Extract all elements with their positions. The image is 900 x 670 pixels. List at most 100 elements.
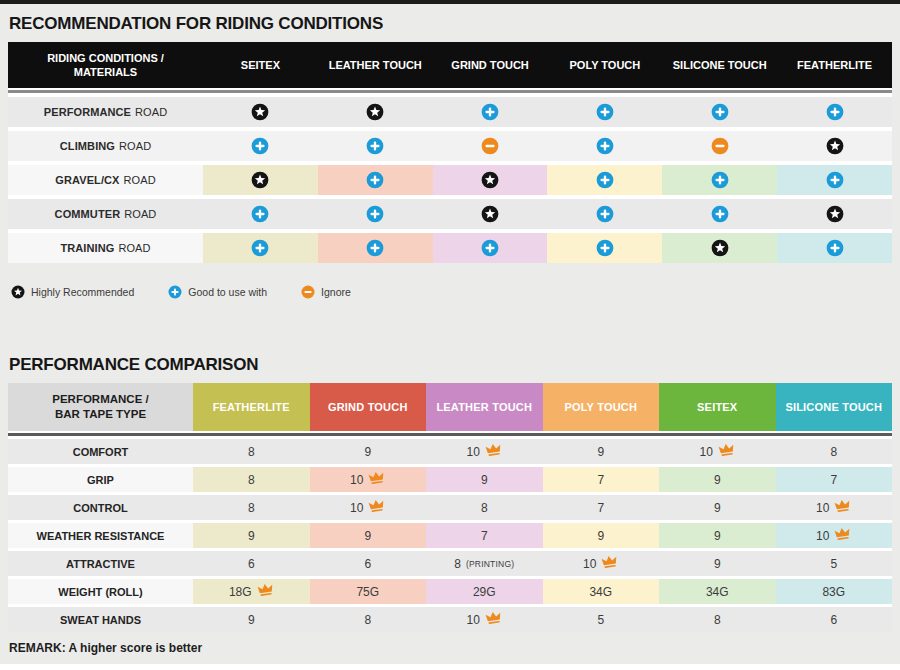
- table-cell: [318, 233, 433, 263]
- performance-table-title: PERFORMANCE COMPARISON: [8, 345, 892, 383]
- cell-value: 9: [597, 529, 604, 543]
- cell-value: 9: [481, 473, 488, 487]
- remark-text: REMARK: A higher score is better: [8, 641, 892, 655]
- table-cell: 9: [193, 607, 310, 632]
- row-label: CLIMBINGROAD: [8, 131, 203, 161]
- table-cell: 8(PRINTING): [426, 551, 543, 576]
- cell-value: 8: [248, 445, 255, 459]
- table-cell: [318, 97, 433, 127]
- cell-value: 75G: [356, 585, 379, 599]
- table-cell: 9: [310, 439, 427, 464]
- performance-table-header: PERFORMANCE / BAR TAPE TYPE FEATHERLITEG…: [8, 383, 892, 431]
- table-cell: 34G: [543, 579, 660, 604]
- cell-value: 9: [714, 557, 721, 571]
- plus-icon: [251, 239, 269, 257]
- table-cell: [777, 165, 892, 195]
- table-cell: [433, 233, 548, 263]
- table-cell: [777, 233, 892, 263]
- row-label: GRIP: [8, 467, 193, 492]
- cell-value: 8: [830, 445, 837, 459]
- cell-value: 7: [481, 529, 488, 543]
- row-label: CONTROL: [8, 495, 193, 520]
- table-cell: 9: [659, 495, 776, 520]
- table-cell: [203, 97, 318, 127]
- row-label: ATTRACTIVE: [8, 551, 193, 576]
- riding-header-line1: RIDING CONDITIONS /: [8, 51, 203, 65]
- cell-value: 8: [248, 473, 255, 487]
- table-cell: 10: [776, 495, 893, 520]
- table-cell: 5: [543, 607, 660, 632]
- legend-item: Good to use with: [168, 285, 267, 299]
- performance-column-header: FEATHERLITE: [193, 383, 310, 431]
- performance-column-header: POLY TOUCH: [543, 383, 660, 431]
- table-cell: [777, 199, 892, 229]
- table-cell: [318, 199, 433, 229]
- table-row: COMMUTERROAD: [8, 199, 892, 229]
- table-row: CONTROL81087910: [8, 495, 892, 520]
- riding-table-title: RECOMMENDATION FOR RIDING CONDITIONS: [8, 4, 892, 42]
- cell-value: 6: [364, 557, 371, 571]
- bottom-bar: [0, 664, 900, 670]
- table-cell: 8: [310, 607, 427, 632]
- table-cell: [662, 199, 777, 229]
- table-cell: 29G: [426, 579, 543, 604]
- cell-value: 10: [816, 529, 829, 543]
- riding-table-divider: [8, 90, 892, 93]
- cell-value: 8: [714, 613, 721, 627]
- plus-icon: [366, 137, 384, 155]
- plus-icon: [366, 205, 384, 223]
- cell-value: 9: [248, 529, 255, 543]
- table-cell: [777, 131, 892, 161]
- table-cell: [318, 131, 433, 161]
- cell-value: 6: [830, 613, 837, 627]
- table-cell: 7: [426, 523, 543, 548]
- cell-value: 7: [597, 473, 604, 487]
- row-label: SWEAT HANDS: [8, 607, 193, 632]
- cell-value: 34G: [706, 585, 729, 599]
- table-row: WEATHER RESISTANCE9979910: [8, 523, 892, 548]
- plus-icon: [251, 205, 269, 223]
- cell-value: 9: [714, 529, 721, 543]
- table-row: WEIGHT (ROLL)18G75G29G34G34G83G: [8, 579, 892, 604]
- star-icon: [826, 137, 844, 155]
- riding-table-legend: Highly RecommendedGood to use withIgnore: [11, 285, 892, 299]
- crown-icon: [484, 442, 503, 458]
- performance-column-header: SEITEX: [659, 383, 776, 431]
- table-cell: 6: [193, 551, 310, 576]
- star-icon: [481, 205, 499, 223]
- table-cell: 10: [310, 495, 427, 520]
- table-cell: 7: [543, 467, 660, 492]
- table-cell: 18G: [193, 579, 310, 604]
- minus-icon: [481, 137, 499, 155]
- table-row: SWEAT HANDS9810586: [8, 607, 892, 632]
- crown-icon: [834, 526, 853, 542]
- row-label: WEATHER RESISTANCE: [8, 523, 193, 548]
- table-cell: [662, 131, 777, 161]
- cell-value: 10: [583, 557, 596, 571]
- table-row: PERFORMANCEROAD: [8, 97, 892, 127]
- plus-icon: [366, 171, 384, 189]
- plus-icon: [481, 103, 499, 121]
- table-cell: 9: [193, 523, 310, 548]
- table-cell: 10: [426, 607, 543, 632]
- table-cell: 8: [659, 607, 776, 632]
- plus-icon: [251, 137, 269, 155]
- row-label: TRAININGROAD: [8, 233, 203, 263]
- performance-table-divider: [8, 433, 892, 436]
- plus-icon: [596, 137, 614, 155]
- table-cell: 6: [310, 551, 427, 576]
- minus-icon: [711, 137, 729, 155]
- cell-value: 9: [714, 501, 721, 515]
- riding-column-header: SILICONE TOUCH: [662, 42, 777, 88]
- cell-value: 7: [830, 473, 837, 487]
- cell-value: 9: [714, 473, 721, 487]
- riding-column-header: LEATHER TOUCH: [318, 42, 433, 88]
- riding-column-header: GRIND TOUCH: [433, 42, 548, 88]
- crown-icon: [601, 554, 620, 570]
- table-cell: [433, 199, 548, 229]
- table-row: GRAVEL/CXROAD: [8, 165, 892, 195]
- table-cell: [662, 233, 777, 263]
- table-cell: [203, 131, 318, 161]
- performance-header-label-cell: PERFORMANCE / BAR TAPE TYPE: [8, 383, 193, 431]
- table-cell: 10: [659, 439, 776, 464]
